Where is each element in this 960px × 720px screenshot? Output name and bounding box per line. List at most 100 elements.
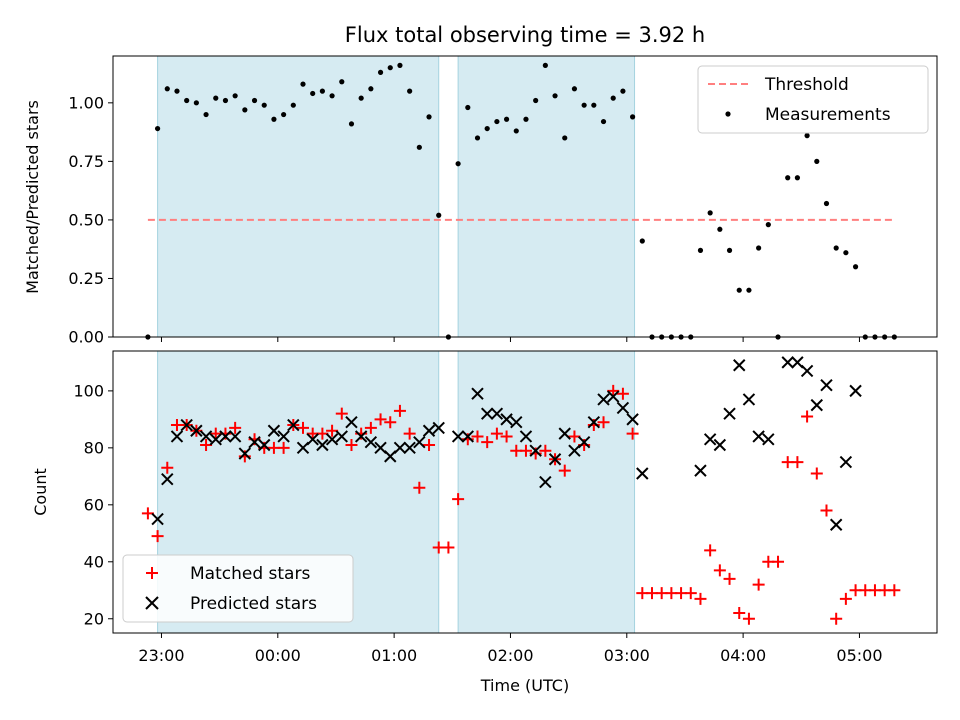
predicted-star-point (480, 407, 494, 420)
predicted-star-point (558, 427, 571, 440)
measurement-point (222, 97, 229, 104)
matched-star-point (393, 404, 406, 417)
measurement-point (542, 62, 548, 68)
predicted-star-point (413, 435, 426, 449)
top-legend-box (697, 65, 929, 134)
predicted-stars-points (151, 356, 862, 531)
predicted-star-point (287, 418, 300, 432)
matched-star-point (558, 464, 571, 477)
measurement-point (416, 144, 422, 150)
matched-star-point (539, 444, 552, 457)
predicted-star-point (161, 472, 174, 486)
predicted-star-point (626, 413, 639, 426)
predicted-star-point (694, 464, 707, 477)
predicted-star-point (238, 447, 252, 460)
measurement-point (203, 111, 209, 118)
measurement-point (591, 102, 597, 108)
predicted-star-point (170, 430, 184, 443)
matched-star-point (229, 421, 242, 434)
matched-star-point (519, 444, 532, 457)
measurement-point (261, 102, 267, 108)
predicted-star-point (267, 424, 281, 437)
matched-legend-swatch (146, 567, 158, 579)
measurement-point (697, 247, 704, 253)
predicted-star-point (345, 416, 358, 429)
measurement-point (251, 97, 258, 104)
matched-star-point (713, 564, 726, 577)
predicted-star-point (325, 433, 339, 446)
matched-star-point (490, 427, 503, 440)
measurements-legend-label: Measurements (765, 105, 891, 125)
predicted-star-point (199, 430, 213, 443)
matched-star-point (626, 427, 639, 440)
top-legend: Threshold Measurements (697, 65, 929, 134)
matched-star-point (335, 407, 348, 420)
predicted-star-point (829, 518, 843, 531)
matched-star-point (374, 413, 387, 426)
measurement-point (184, 97, 190, 104)
matched-star-point (384, 416, 397, 429)
measurement-point (377, 69, 384, 75)
predicted-star-point (393, 441, 407, 455)
measurement-point (756, 245, 762, 251)
predicted-star-point (616, 401, 630, 415)
matched-star-point (471, 430, 484, 443)
measurement-points (145, 62, 897, 340)
measurement-point (610, 95, 616, 101)
shaded-interval (457, 350, 636, 634)
matched-star-point (839, 592, 852, 605)
measurement-point (726, 247, 733, 253)
predicted-star-point (316, 438, 329, 452)
measurement-point (630, 114, 636, 120)
predicted-star-point (597, 393, 610, 406)
y-tick-label: 80 (84, 438, 104, 457)
matched-star-point (742, 612, 755, 625)
predicted-star-point (723, 407, 736, 420)
predicted-star-point (432, 421, 445, 435)
matched-star-point (364, 421, 377, 434)
shaded-interval (157, 55, 440, 338)
bottom-legend-box (122, 554, 354, 623)
measurement-point (407, 88, 413, 94)
y-tick-label: 0.50 (68, 210, 104, 229)
measurement-point (620, 88, 626, 94)
predicted-star-point (500, 413, 513, 426)
matched-star-point (607, 384, 620, 397)
measurement-point (523, 116, 529, 122)
matched-star-point (723, 572, 736, 585)
predicted-star-point (577, 435, 591, 449)
bottom-legend: Matched stars Predicted stars (122, 554, 354, 623)
top-y-axis-label: Matched/Predicted stars (23, 100, 42, 294)
threshold-legend-label: Threshold (764, 75, 849, 95)
measurement-point (484, 125, 490, 132)
predicted-legend-label: Predicted stars (190, 594, 317, 614)
chart-title: Flux total observing time = 3.92 h (345, 23, 705, 47)
measurement-point (358, 95, 364, 101)
predicted-star-point (519, 430, 533, 443)
matched-star-point (888, 584, 901, 597)
measurement-point (174, 88, 180, 94)
measurement-point (717, 226, 723, 232)
predicted-star-point (762, 433, 775, 446)
y-tick-label: 40 (84, 552, 104, 571)
top-panel: 0.00 0.25 0.50 0.75 1.00 Flux total observin… (23, 23, 938, 347)
matched-star-point (403, 427, 416, 440)
measurement-point (804, 133, 810, 139)
matched-star-point (423, 439, 436, 451)
measurement-point (513, 128, 519, 134)
matched-star-point (500, 430, 513, 443)
measurement-point (329, 93, 335, 99)
predicted-star-point (228, 430, 242, 443)
x-tick-label: 01:00 (371, 646, 417, 665)
x-tick-label: 04:00 (720, 646, 766, 665)
measurement-point (843, 250, 849, 256)
x-tick-label: 02:00 (487, 646, 533, 665)
top-shaded-intervals (157, 55, 636, 338)
predicted-star-point (258, 438, 271, 452)
measurement-point (387, 65, 393, 71)
predicted-legend-swatch (145, 596, 159, 610)
predicted-star-point (636, 467, 649, 480)
bottom-panel: 23:00 00:00 01:00 02:00 03:00 04:00 05:00 20 40 6… (31, 350, 938, 695)
matched-star-point (481, 436, 494, 449)
measurement-point (164, 86, 170, 92)
